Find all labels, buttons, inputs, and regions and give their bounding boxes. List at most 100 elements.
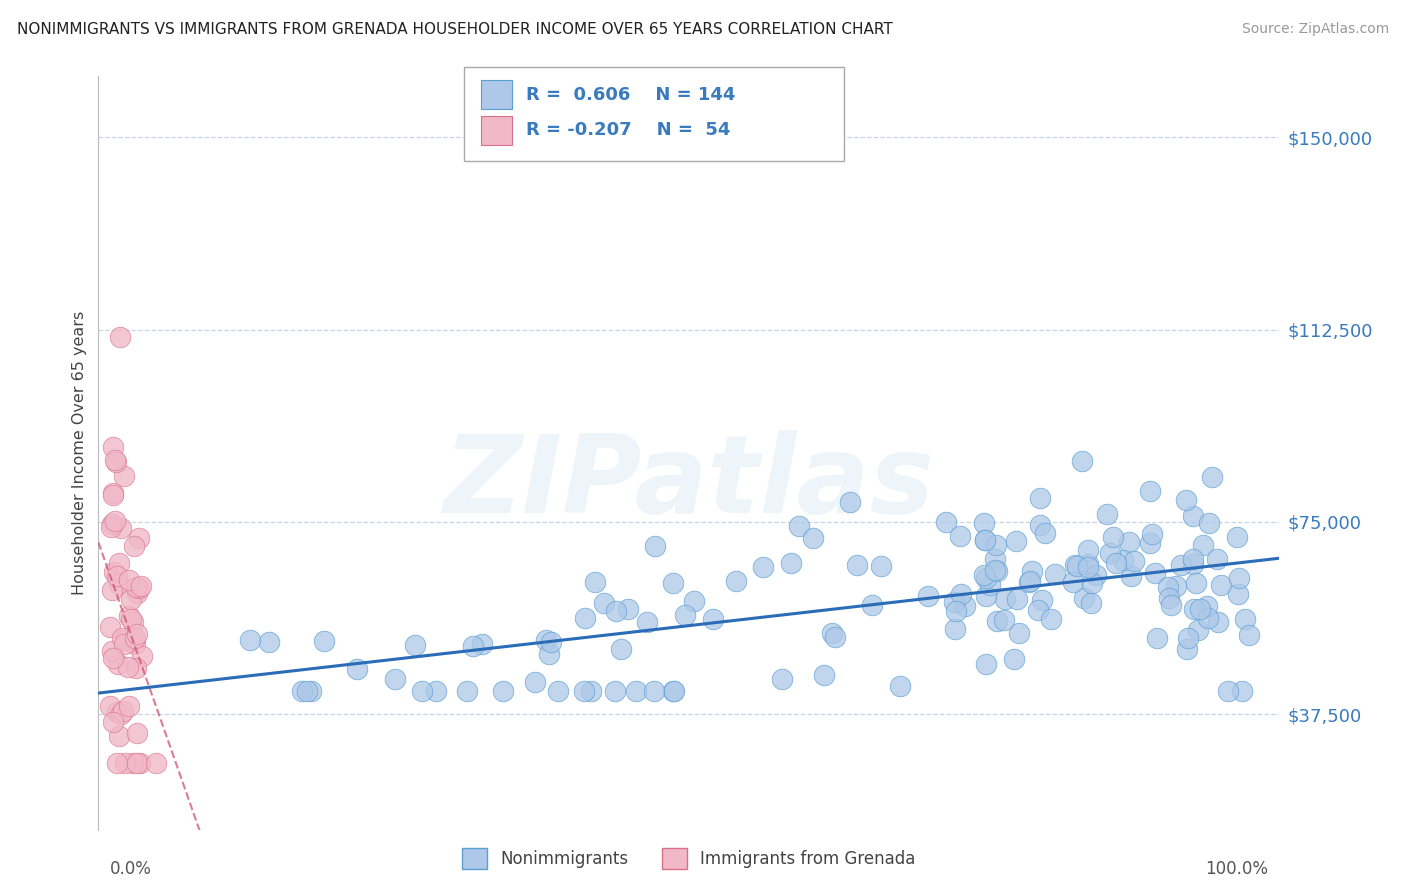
Point (1146, 632, 1168, 646)
Point (110, 707, 132, 722)
Point (1175, 642, 1198, 657)
Point (108, 730, 131, 744)
Point (994, 592, 1017, 607)
Point (617, 602, 640, 616)
Point (118, 608, 141, 623)
Point (789, 519, 811, 533)
Point (1031, 593, 1053, 607)
Point (1066, 558, 1088, 573)
Point (105, 756, 128, 770)
Text: R =  0.606    N = 144: R = 0.606 N = 144 (526, 86, 735, 103)
Point (120, 612, 142, 626)
Point (105, 455, 128, 469)
Point (1104, 556, 1126, 570)
Point (1099, 546, 1122, 560)
Point (1160, 598, 1182, 612)
Point (1077, 560, 1099, 574)
Point (1185, 576, 1208, 591)
Point (624, 684, 647, 698)
Point (1206, 615, 1229, 630)
Point (1121, 569, 1143, 583)
Point (1102, 530, 1125, 544)
Point (131, 649, 153, 664)
Point (1237, 627, 1260, 641)
Point (1095, 507, 1118, 521)
Y-axis label: Householder Income Over 65 years: Householder Income Over 65 years (72, 310, 87, 595)
Point (644, 539, 666, 553)
Point (813, 667, 835, 681)
Point (1226, 530, 1249, 544)
Point (1227, 587, 1250, 601)
Point (101, 651, 124, 665)
Point (1070, 454, 1092, 468)
Point (127, 756, 149, 770)
Point (917, 590, 939, 604)
Point (1170, 558, 1192, 573)
Point (1008, 625, 1031, 640)
Point (145, 756, 167, 770)
Point (103, 565, 125, 579)
Point (984, 551, 1007, 566)
Point (346, 662, 368, 676)
Point (118, 574, 141, 588)
Point (605, 684, 627, 698)
Point (425, 684, 447, 698)
Point (1209, 577, 1232, 591)
Point (1234, 612, 1257, 626)
Point (404, 638, 426, 652)
Point (456, 684, 478, 698)
Point (114, 636, 136, 650)
Point (112, 468, 135, 483)
Point (1029, 491, 1052, 506)
Legend: Nonimmigrants, Immigrants from Grenada: Nonimmigrants, Immigrants from Grenada (456, 842, 922, 875)
Point (955, 599, 977, 614)
Point (114, 756, 136, 770)
Point (986, 538, 1008, 552)
Point (943, 623, 966, 637)
Point (122, 615, 145, 630)
Point (1004, 534, 1026, 549)
Point (1216, 684, 1239, 698)
Point (120, 592, 142, 607)
Point (935, 516, 957, 530)
Point (1021, 564, 1043, 578)
Point (540, 635, 562, 649)
Point (127, 725, 149, 739)
Point (128, 581, 150, 595)
Point (110, 521, 132, 535)
Point (125, 627, 148, 641)
Point (662, 684, 685, 698)
Point (581, 684, 603, 698)
Point (636, 615, 658, 629)
Point (1177, 631, 1199, 645)
Point (1181, 557, 1204, 571)
Point (979, 578, 1001, 592)
Point (1062, 575, 1084, 590)
Point (100, 698, 122, 713)
Point (101, 715, 124, 730)
Point (124, 631, 146, 645)
Point (824, 631, 846, 645)
Text: R = -0.207    N =  54: R = -0.207 N = 54 (526, 121, 730, 139)
Point (973, 533, 995, 547)
Point (1019, 574, 1042, 588)
Point (702, 612, 724, 626)
Point (239, 632, 262, 647)
Point (1029, 517, 1052, 532)
Point (973, 568, 995, 582)
Text: ZIPatlas: ZIPatlas (443, 430, 935, 536)
Point (107, 568, 129, 582)
Point (1077, 542, 1099, 557)
Point (492, 684, 515, 698)
Point (1187, 623, 1209, 637)
Point (100, 644, 122, 658)
Point (312, 633, 335, 648)
Point (129, 756, 152, 770)
Point (128, 531, 150, 545)
Point (125, 580, 148, 594)
Text: NONIMMIGRANTS VS IMMIGRANTS FROM GRENADA HOUSEHOLDER INCOME OVER 65 YEARS CORREL: NONIMMIGRANTS VS IMMIGRANTS FROM GRENADA… (17, 22, 893, 37)
Point (101, 486, 124, 500)
Point (1112, 553, 1135, 567)
Point (986, 564, 1008, 578)
Point (117, 698, 139, 713)
